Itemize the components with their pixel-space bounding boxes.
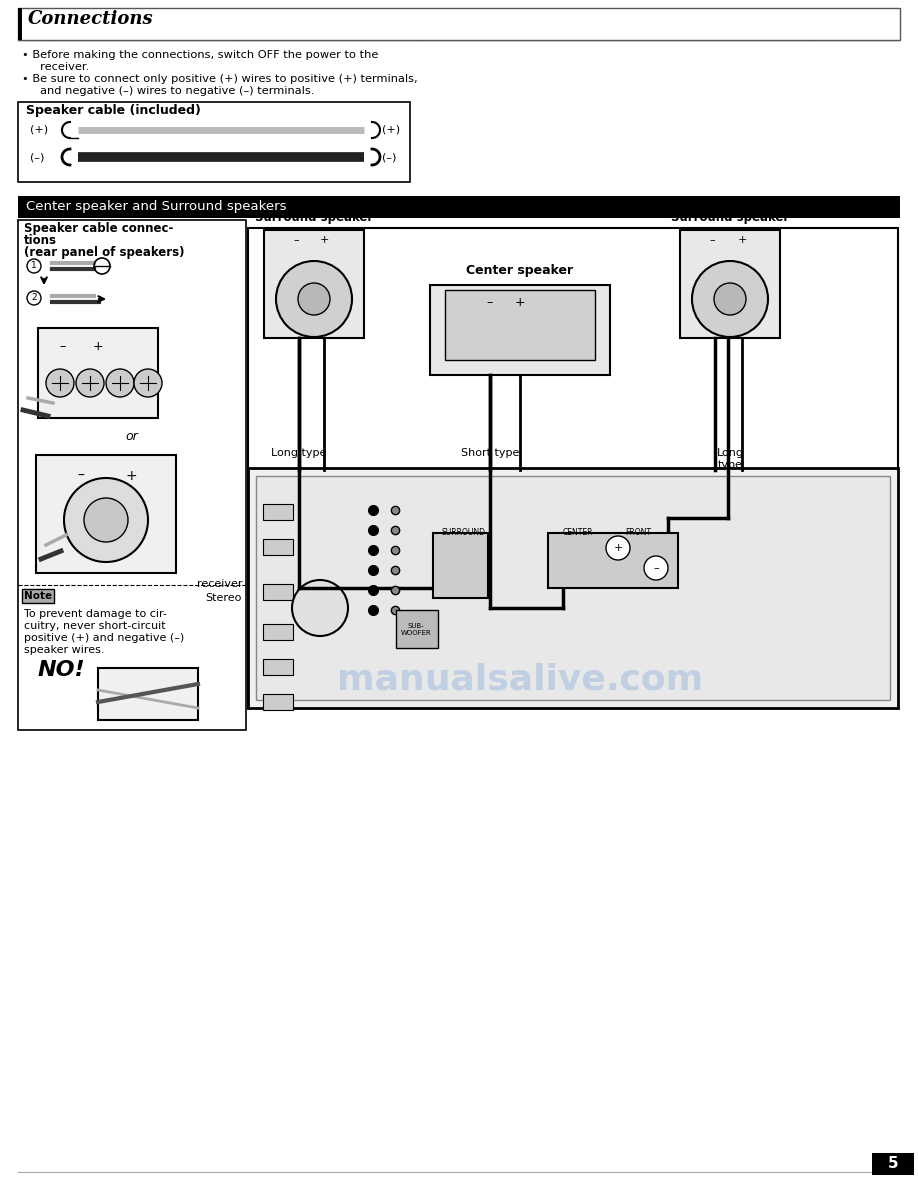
Text: (–): (–): [382, 152, 397, 162]
Text: –: –: [487, 297, 493, 310]
Text: SURROUND: SURROUND: [441, 527, 485, 537]
Text: Note: Note: [24, 590, 52, 601]
Text: Connections: Connections: [28, 10, 153, 29]
Bar: [22, 589, 54, 604]
Text: Surround speaker: Surround speaker: [671, 211, 789, 225]
Text: +: +: [515, 297, 525, 310]
Bar: [248, 468, 898, 708]
Text: 5: 5: [888, 1156, 899, 1170]
Circle shape: [644, 556, 668, 580]
Text: Long: Long: [717, 448, 744, 459]
Text: +: +: [93, 340, 104, 353]
Circle shape: [606, 536, 630, 560]
Text: • Before making the connections, switch OFF the power to the: • Before making the connections, switch …: [22, 50, 378, 61]
Bar: [36, 455, 176, 573]
Text: CENTER: CENTER: [563, 527, 593, 537]
Bar: [264, 230, 364, 339]
Circle shape: [84, 498, 128, 542]
Bar: [38, 328, 158, 418]
Circle shape: [46, 369, 74, 397]
Bar: [263, 624, 293, 640]
Bar: [263, 584, 293, 600]
Text: Speaker cable connec-: Speaker cable connec-: [24, 222, 174, 235]
Text: cuitry, never short-circuit: cuitry, never short-circuit: [24, 621, 165, 631]
Bar: [548, 533, 678, 588]
Text: manualsalive.com: manualsalive.com: [337, 663, 703, 697]
Text: –: –: [654, 563, 659, 573]
Text: (rear panel of speakers): (rear panel of speakers): [24, 246, 185, 259]
Text: Surround speaker: Surround speaker: [255, 211, 373, 225]
Text: FRONT: FRONT: [625, 527, 651, 537]
Text: receiver.: receiver.: [22, 62, 89, 72]
Circle shape: [298, 283, 330, 315]
Text: +: +: [125, 469, 137, 484]
Text: (+): (+): [30, 125, 48, 135]
Bar: [445, 290, 595, 360]
Text: SUB-
WOOFER: SUB- WOOFER: [400, 623, 431, 636]
Text: NO!: NO!: [38, 661, 85, 680]
Bar: [263, 659, 293, 675]
Text: 1: 1: [31, 261, 37, 271]
Circle shape: [134, 369, 162, 397]
Bar: [18, 8, 900, 40]
Bar: [18, 220, 246, 729]
Bar: [256, 476, 890, 700]
Text: –: –: [77, 469, 84, 484]
Text: (right): (right): [293, 236, 335, 249]
Text: –: –: [293, 235, 299, 245]
Text: receiver: receiver: [196, 579, 242, 589]
Bar: [396, 609, 438, 647]
Text: or: or: [126, 430, 139, 442]
Bar: [433, 533, 488, 598]
Text: –: –: [60, 340, 66, 353]
Circle shape: [714, 283, 746, 315]
Text: • Be sure to connect only positive (+) wires to positive (+) terminals,: • Be sure to connect only positive (+) w…: [22, 74, 418, 84]
Text: Stereo: Stereo: [206, 593, 242, 604]
Text: Center speaker: Center speaker: [466, 264, 574, 277]
Text: (left): (left): [713, 236, 747, 249]
Text: 2: 2: [31, 293, 37, 303]
Text: +: +: [319, 235, 329, 245]
Text: +: +: [737, 235, 746, 245]
Circle shape: [64, 478, 148, 562]
Bar: [98, 668, 198, 720]
Bar: [263, 694, 293, 710]
Bar: [263, 504, 293, 520]
Text: +: +: [613, 543, 622, 552]
Text: To prevent damage to cir-: To prevent damage to cir-: [24, 609, 167, 619]
Text: Long type: Long type: [272, 448, 327, 459]
Text: type: type: [718, 460, 743, 470]
Text: –: –: [710, 235, 715, 245]
Text: Speaker cable (included): Speaker cable (included): [26, 105, 201, 116]
Text: positive (+) and negative (–): positive (+) and negative (–): [24, 633, 185, 643]
Text: (+): (+): [382, 125, 400, 135]
Circle shape: [692, 261, 768, 337]
Circle shape: [106, 369, 134, 397]
Bar: [263, 539, 293, 555]
Bar: [18, 8, 22, 40]
Text: Short type: Short type: [461, 448, 520, 459]
Bar: [18, 196, 900, 219]
Text: speaker wires.: speaker wires.: [24, 645, 105, 655]
Bar: [248, 228, 898, 708]
Circle shape: [76, 369, 104, 397]
Bar: [18, 102, 410, 182]
Circle shape: [276, 261, 352, 337]
Bar: [430, 285, 610, 375]
Text: and negative (–) wires to negative (–) terminals.: and negative (–) wires to negative (–) t…: [22, 86, 314, 96]
Text: Center speaker and Surround speakers: Center speaker and Surround speakers: [26, 200, 286, 213]
Bar: [680, 230, 780, 339]
Text: tions: tions: [24, 234, 57, 247]
Text: (–): (–): [30, 152, 44, 162]
Circle shape: [292, 580, 348, 636]
Bar: [872, 1154, 914, 1175]
